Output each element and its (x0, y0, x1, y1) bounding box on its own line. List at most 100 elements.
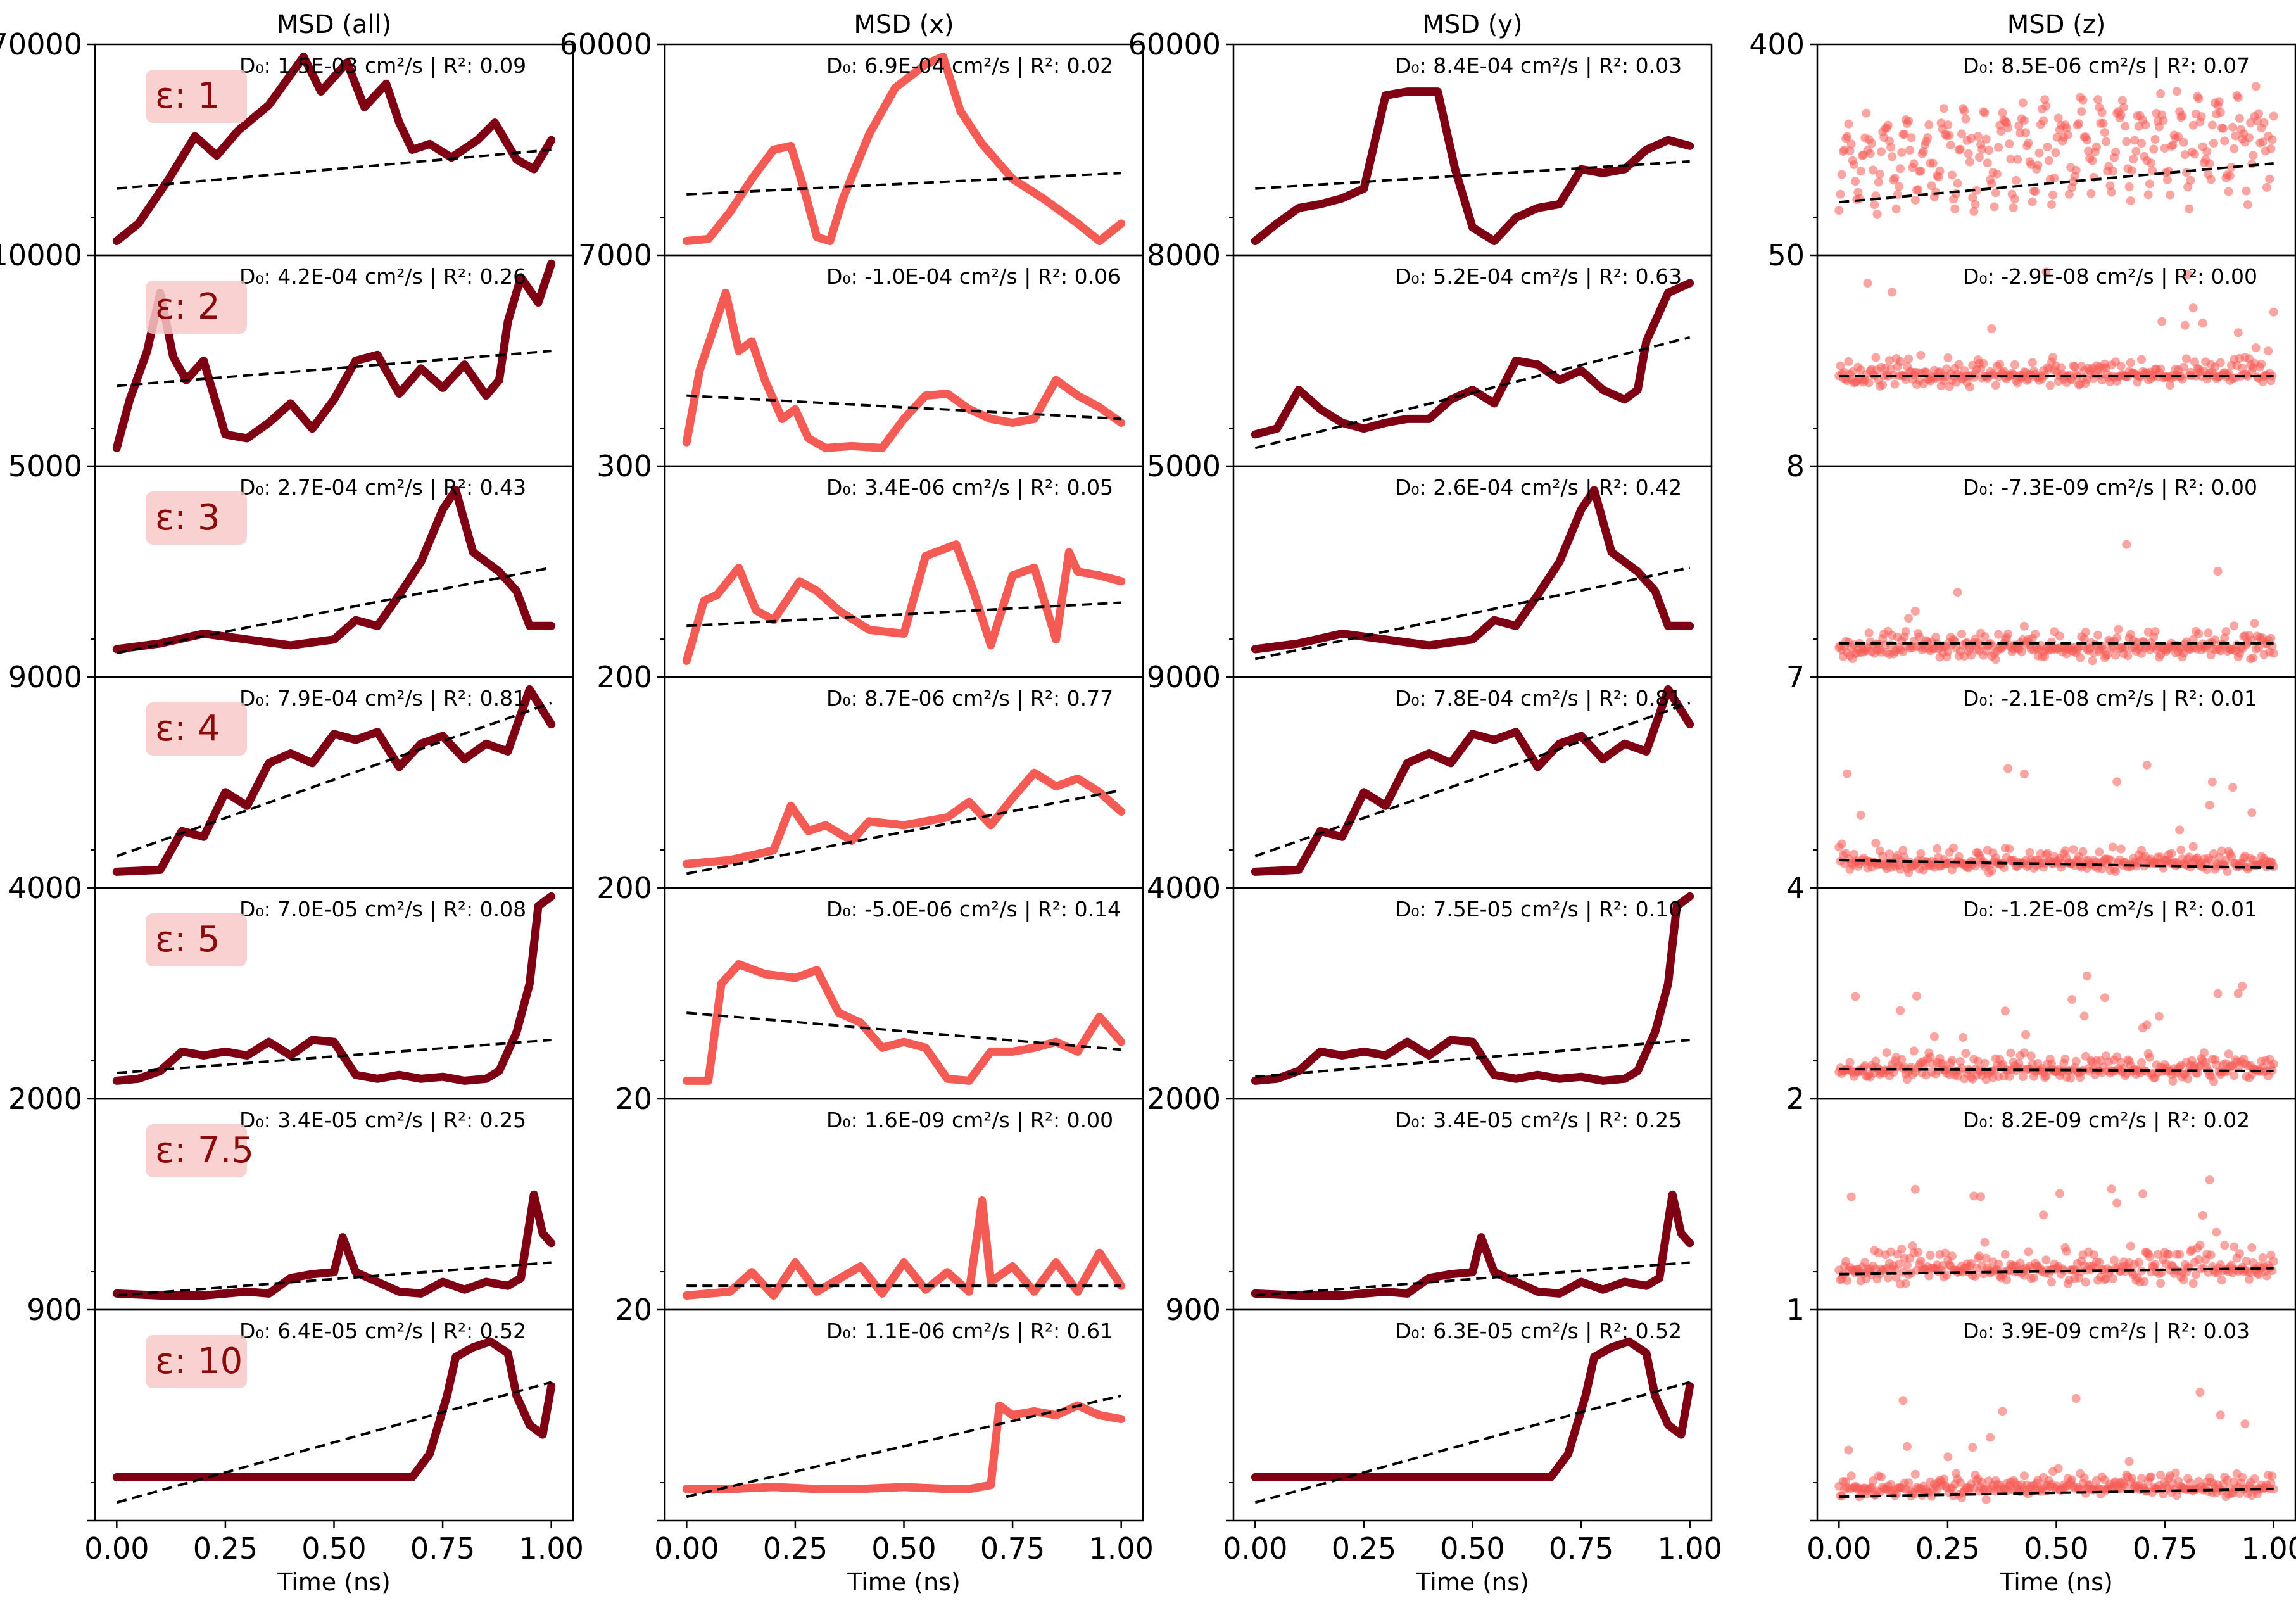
series-point (1871, 353, 1881, 362)
series-point (1974, 1251, 1984, 1261)
series-point (1845, 1058, 1855, 1067)
series-point (2043, 849, 2052, 858)
series-point (1971, 200, 1980, 209)
series-point (2154, 1011, 2164, 1021)
series-line (682, 960, 1126, 1085)
series-point (1888, 288, 1897, 297)
fit-annotation: D₀: 8.2E-09 cm²/s | R²: 0.02 (1963, 1108, 2250, 1132)
series-point (2107, 1184, 2116, 1194)
series-point (2142, 760, 2152, 770)
series-point (1907, 133, 1916, 143)
series-point (2012, 175, 2021, 185)
series-point (2251, 82, 2261, 91)
series-point (2269, 1485, 2278, 1494)
series-point (2233, 328, 2243, 338)
y-tick-label: 5000 (1147, 449, 1221, 483)
epsilon-label: ε: 1 (155, 75, 220, 117)
series-point (1844, 119, 1853, 129)
series-point (2206, 175, 2216, 184)
series-point (2254, 643, 2263, 653)
series-point (1926, 1052, 1935, 1061)
series-point (2060, 846, 2070, 856)
x-axis-label: Time (ns) (1415, 1568, 1529, 1596)
series-point (2257, 359, 2266, 369)
series-point (1902, 1260, 1912, 1270)
series-point (2168, 141, 2178, 149)
column-title: MSD (z) (2007, 10, 2106, 39)
series-point (1902, 1441, 1912, 1451)
y-tick-label: 200 (596, 660, 652, 694)
series-point (2079, 634, 2089, 643)
series-point (2028, 358, 2037, 367)
series-point (1987, 179, 1996, 189)
series-point (2111, 867, 2121, 877)
y-tick-label: 9000 (1147, 660, 1221, 694)
fit-annotation: D₀: 8.5E-06 cm²/s | R²: 0.07 (1963, 53, 2250, 78)
series-point (2175, 1250, 2185, 1259)
series-point (2195, 1388, 2205, 1397)
series-point (2143, 190, 2153, 200)
series-point (2126, 358, 2135, 367)
y-tick-label: 7000 (578, 238, 652, 272)
series-point (2228, 122, 2238, 132)
series-point (1914, 1248, 1923, 1257)
series-point (2088, 156, 2097, 165)
series-point (1935, 167, 1945, 175)
series-point (1846, 1471, 1856, 1481)
series-point (2217, 846, 2226, 856)
series-point (2167, 849, 2176, 858)
series-point (1872, 210, 1882, 219)
series-point (1910, 1469, 1920, 1479)
series-point (1995, 360, 2005, 369)
fit-annotation: D₀: -2.1E-08 cm²/s | R²: 0.01 (1963, 686, 2257, 711)
series-line (112, 52, 556, 245)
series-point (1953, 588, 1962, 597)
series-point (2190, 149, 2199, 159)
series-point (2156, 1279, 2166, 1288)
series-point (2009, 203, 2018, 212)
series-point (1891, 204, 1901, 213)
series-point (2164, 1250, 2173, 1259)
series-point (1874, 177, 1883, 187)
series-point (2093, 630, 2103, 640)
series-point (2166, 381, 2175, 390)
series-point (2019, 116, 2029, 125)
series-point (2249, 653, 2258, 662)
series-point (1943, 120, 1953, 130)
series-point (1860, 1258, 1870, 1267)
fit-annotation: D₀: 1.6E-09 cm²/s | R²: 0.00 (826, 1108, 1113, 1132)
y-tick-label: 20 (615, 1082, 652, 1116)
series-point (2029, 1273, 2038, 1283)
series-point (2071, 1394, 2081, 1403)
series-point (1986, 1433, 1995, 1442)
series-point (2019, 1471, 2029, 1481)
series-point (2048, 353, 2058, 362)
series-point (2224, 1049, 2233, 1059)
series-point (2230, 621, 2239, 631)
series-point (2230, 144, 2239, 153)
series-point (1896, 164, 1905, 174)
series-point (1955, 144, 1965, 154)
series-point (1957, 129, 1966, 139)
fit-annotation: D₀: 8.7E-06 cm²/s | R²: 0.77 (826, 686, 1113, 711)
series-point (2160, 144, 2169, 153)
series-point (2269, 111, 2278, 121)
series-point (2224, 187, 2233, 196)
series-point (1863, 279, 1872, 288)
series-point (2081, 1277, 2090, 1287)
y-tick-label: 300 (596, 449, 652, 483)
series-point (2025, 847, 2034, 857)
epsilon-label: ε: 7.5 (155, 1130, 254, 1171)
series-point (2109, 1255, 2119, 1265)
series-point (1987, 866, 1996, 875)
series-line (682, 768, 1126, 868)
column-title: MSD (x) (854, 10, 954, 39)
series-point (1943, 647, 1953, 656)
series-point (1865, 149, 1875, 158)
series-point (2188, 635, 2198, 644)
series-point (1910, 607, 1920, 616)
series-point (1957, 630, 1966, 639)
series-point (2108, 1274, 2117, 1283)
series-point (1888, 152, 1897, 162)
series-point (1834, 206, 1844, 215)
